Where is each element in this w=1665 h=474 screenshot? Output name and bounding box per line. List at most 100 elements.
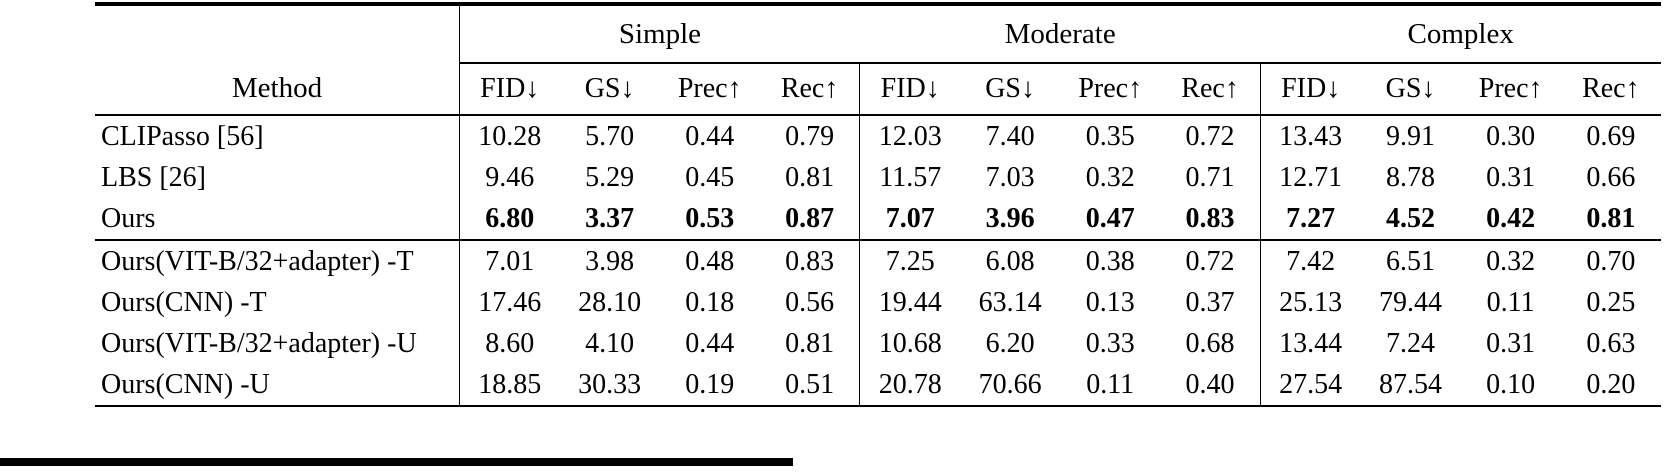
value-cell: 0.32 bbox=[1085, 161, 1135, 193]
value-cell: 0.25 bbox=[1586, 286, 1636, 318]
value-cell: 27.54 bbox=[1260, 364, 1361, 407]
value-cell: 3.98 bbox=[559, 239, 660, 282]
value-cell: 7.03 bbox=[985, 161, 1035, 193]
value-cell: 7.07 bbox=[885, 202, 935, 234]
value-cell: 11.57 bbox=[879, 161, 942, 193]
value-cell: 0.81 bbox=[759, 323, 861, 364]
metric-header-fid: FID↓ bbox=[859, 63, 961, 116]
value-cell: 8.78 bbox=[1386, 161, 1436, 193]
value-cell: 0.20 bbox=[1560, 364, 1661, 407]
value-cell: 0.10 bbox=[1460, 364, 1561, 407]
value-cell: 6.20 bbox=[985, 327, 1035, 359]
value-cell: 7.25 bbox=[859, 239, 961, 282]
value-cell: 8.60 bbox=[485, 327, 535, 359]
group-header-row: Method Simple Moderate Complex bbox=[95, 4, 1661, 116]
value-cell: 0.45 bbox=[685, 161, 735, 193]
value-cell: 0.11 bbox=[1486, 286, 1535, 318]
value-cell: 0.38 bbox=[1060, 239, 1161, 282]
value-cell: 5.70 bbox=[585, 120, 635, 152]
value-cell: 70.66 bbox=[960, 364, 1061, 407]
value-cell: 9.46 bbox=[485, 161, 535, 193]
table-row-ours-vit-t: Ours(VIT-B/32+adapter) -T 7.01 3.98 0.48… bbox=[95, 239, 1661, 282]
value-cell: 0.53 bbox=[685, 202, 735, 234]
value-cell: 6.51 bbox=[1360, 239, 1461, 282]
value-cell: 20.78 bbox=[859, 364, 961, 407]
value-cell: 0.11 bbox=[1060, 364, 1161, 407]
value-cell: 0.68 bbox=[1160, 323, 1261, 364]
value-cell: 12.03 bbox=[878, 120, 942, 152]
group-header-moderate: Moderate bbox=[859, 4, 1261, 64]
value-cell: 0.18 bbox=[685, 286, 735, 318]
group-header-simple: Simple bbox=[459, 4, 860, 64]
value-cell: 13.44 bbox=[1279, 327, 1343, 359]
results-table: Method Simple Moderate Complex FID↓ GS↓ … bbox=[95, 2, 1661, 407]
value-cell: 0.72 bbox=[1160, 239, 1261, 282]
value-cell: 0.42 bbox=[1486, 202, 1536, 234]
metric-header-prec: Prec↑ bbox=[1460, 63, 1561, 116]
value-cell: 0.40 bbox=[1160, 364, 1261, 407]
value-cell: 0.44 bbox=[685, 120, 735, 152]
value-cell: 7.24 bbox=[1386, 327, 1436, 359]
value-cell: 0.81 bbox=[759, 157, 861, 198]
value-cell: 30.33 bbox=[559, 364, 660, 407]
metric-header-gs: GS↓ bbox=[559, 63, 660, 116]
value-cell: 28.10 bbox=[578, 286, 642, 318]
value-cell: 0.83 bbox=[759, 239, 861, 282]
value-cell: 87.54 bbox=[1360, 364, 1461, 407]
method-cell: Ours bbox=[95, 198, 460, 240]
method-cell: LBS [26] bbox=[95, 157, 460, 198]
metric-header-gs: GS↓ bbox=[1360, 63, 1461, 116]
value-cell: 4.52 bbox=[1386, 202, 1436, 234]
value-cell: 6.08 bbox=[960, 239, 1061, 282]
value-cell: 0.33 bbox=[1085, 327, 1135, 359]
value-cell: 0.56 bbox=[759, 282, 861, 323]
table-row-clipasso: CLIPasso [56] 10.28 5.70 0.44 0.79 12.03… bbox=[95, 115, 1661, 157]
value-cell: 79.44 bbox=[1379, 286, 1443, 318]
method-cell: Ours(CNN) -U bbox=[95, 364, 460, 407]
value-cell: 0.83 bbox=[1160, 198, 1261, 240]
value-cell: 0.63 bbox=[1586, 327, 1636, 359]
table-row-ours-cnn-u: Ours(CNN) -U 18.85 30.33 0.19 0.51 20.78… bbox=[95, 364, 1661, 407]
value-cell: 0.35 bbox=[1085, 120, 1135, 152]
value-cell: 63.14 bbox=[978, 286, 1042, 318]
table-row-lbs: LBS [26] 9.46 5.29 0.45 0.81 11.57 7.03 … bbox=[95, 157, 1661, 198]
method-cell: Ours(VIT-B/32+adapter) -U bbox=[95, 323, 460, 364]
value-cell: 0.66 bbox=[1586, 161, 1636, 193]
metric-header-rec: Rec↑ bbox=[759, 63, 861, 116]
value-cell: 25.13 bbox=[1279, 286, 1343, 318]
metric-header-prec: Prec↑ bbox=[659, 63, 760, 116]
metric-header-prec: Prec↑ bbox=[1060, 63, 1161, 116]
method-cell: Ours(CNN) -T bbox=[95, 282, 460, 323]
value-cell: 7.40 bbox=[985, 120, 1035, 152]
value-cell: 12.71 bbox=[1279, 161, 1343, 193]
value-cell: 0.37 bbox=[1160, 282, 1261, 323]
value-cell: 9.91 bbox=[1386, 120, 1436, 152]
metric-header-fid: FID↓ bbox=[459, 63, 560, 116]
value-cell: 0.48 bbox=[659, 239, 760, 282]
metric-header-rec: Rec↑ bbox=[1160, 63, 1261, 116]
value-cell: 0.81 bbox=[1586, 202, 1636, 234]
value-cell: 5.29 bbox=[585, 161, 635, 193]
method-cell: CLIPasso [56] bbox=[95, 115, 460, 157]
value-cell: 3.37 bbox=[585, 202, 635, 234]
value-cell: 0.19 bbox=[659, 364, 760, 407]
value-cell: 0.72 bbox=[1160, 115, 1261, 157]
value-cell: 13.43 bbox=[1279, 120, 1343, 152]
value-cell: 7.01 bbox=[459, 239, 560, 282]
value-cell: 0.31 bbox=[1486, 161, 1536, 193]
table-row-ours-cnn-t: Ours(CNN) -T 17.46 28.10 0.18 0.56 19.44… bbox=[95, 282, 1661, 323]
table-row-ours-vit-u: Ours(VIT-B/32+adapter) -U 8.60 4.10 0.44… bbox=[95, 323, 1661, 364]
value-cell: 7.27 bbox=[1286, 202, 1336, 234]
value-cell: 0.69 bbox=[1586, 120, 1636, 152]
value-cell: 6.80 bbox=[485, 202, 535, 234]
method-column-header: Method bbox=[95, 4, 460, 116]
table-row-ours: Ours 6.80 3.37 0.53 0.87 7.07 3.96 0.47 … bbox=[95, 198, 1661, 240]
value-cell: 18.85 bbox=[459, 364, 560, 407]
value-cell: 0.87 bbox=[759, 198, 861, 240]
value-cell: 0.30 bbox=[1486, 120, 1536, 152]
value-cell: 0.71 bbox=[1160, 157, 1261, 198]
metric-header-fid: FID↓ bbox=[1260, 63, 1361, 116]
partial-rule-below-table bbox=[0, 458, 793, 466]
value-cell: 0.79 bbox=[759, 115, 861, 157]
value-cell: 0.13 bbox=[1085, 286, 1135, 318]
